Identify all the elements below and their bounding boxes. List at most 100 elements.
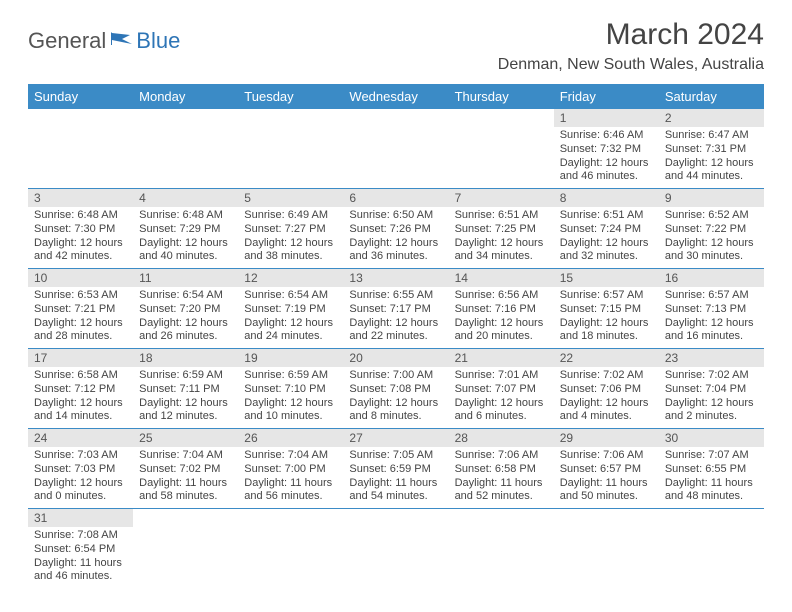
day-detail: Sunrise: 6:48 AMSunset: 7:29 PMDaylight:… (133, 207, 238, 268)
weekday-header: Saturday (659, 84, 764, 109)
calendar-day-cell: 9Sunrise: 6:52 AMSunset: 7:22 PMDaylight… (659, 189, 764, 269)
calendar-day-cell: 14Sunrise: 6:56 AMSunset: 7:16 PMDayligh… (449, 269, 554, 349)
day-number: 6 (343, 189, 448, 207)
day-detail: Sunrise: 6:51 AMSunset: 7:24 PMDaylight:… (554, 207, 659, 268)
weekday-header: Thursday (449, 84, 554, 109)
day-number: 10 (28, 269, 133, 287)
day-detail: Sunrise: 6:48 AMSunset: 7:30 PMDaylight:… (28, 207, 133, 268)
day-detail: Sunrise: 7:05 AMSunset: 6:59 PMDaylight:… (343, 447, 448, 508)
weekday-header: Wednesday (343, 84, 448, 109)
weekday-header: Friday (554, 84, 659, 109)
calendar-day-cell: 11Sunrise: 6:54 AMSunset: 7:20 PMDayligh… (133, 269, 238, 349)
day-number: 15 (554, 269, 659, 287)
day-number: 25 (133, 429, 238, 447)
day-detail: Sunrise: 6:50 AMSunset: 7:26 PMDaylight:… (343, 207, 448, 268)
calendar-day-cell: 27Sunrise: 7:05 AMSunset: 6:59 PMDayligh… (343, 429, 448, 509)
calendar-week-row: 3Sunrise: 6:48 AMSunset: 7:30 PMDaylight… (28, 189, 764, 269)
calendar-week-row: 17Sunrise: 6:58 AMSunset: 7:12 PMDayligh… (28, 349, 764, 429)
day-number: 29 (554, 429, 659, 447)
day-detail: Sunrise: 6:53 AMSunset: 7:21 PMDaylight:… (28, 287, 133, 348)
title-block: March 2024 Denman, New South Wales, Aust… (498, 18, 764, 74)
day-detail: Sunrise: 7:08 AMSunset: 6:54 PMDaylight:… (28, 527, 133, 588)
day-detail: Sunrise: 6:59 AMSunset: 7:11 PMDaylight:… (133, 367, 238, 428)
calendar-day-cell: 23Sunrise: 7:02 AMSunset: 7:04 PMDayligh… (659, 349, 764, 429)
calendar-day-cell: 7Sunrise: 6:51 AMSunset: 7:25 PMDaylight… (449, 189, 554, 269)
day-number: 1 (554, 109, 659, 127)
day-detail: Sunrise: 6:57 AMSunset: 7:13 PMDaylight:… (659, 287, 764, 348)
day-detail: Sunrise: 7:06 AMSunset: 6:57 PMDaylight:… (554, 447, 659, 508)
calendar-day-cell (449, 509, 554, 589)
day-detail: Sunrise: 6:56 AMSunset: 7:16 PMDaylight:… (449, 287, 554, 348)
day-detail: Sunrise: 6:51 AMSunset: 7:25 PMDaylight:… (449, 207, 554, 268)
calendar-day-cell: 1Sunrise: 6:46 AMSunset: 7:32 PMDaylight… (554, 109, 659, 189)
calendar-day-cell: 18Sunrise: 6:59 AMSunset: 7:11 PMDayligh… (133, 349, 238, 429)
day-detail: Sunrise: 6:52 AMSunset: 7:22 PMDaylight:… (659, 207, 764, 268)
calendar-day-cell (449, 109, 554, 189)
weekday-header-row: SundayMondayTuesdayWednesdayThursdayFrid… (28, 84, 764, 109)
day-detail: Sunrise: 6:54 AMSunset: 7:20 PMDaylight:… (133, 287, 238, 348)
day-number: 2 (659, 109, 764, 127)
day-detail: Sunrise: 6:49 AMSunset: 7:27 PMDaylight:… (238, 207, 343, 268)
calendar-day-cell: 17Sunrise: 6:58 AMSunset: 7:12 PMDayligh… (28, 349, 133, 429)
calendar-day-cell: 22Sunrise: 7:02 AMSunset: 7:06 PMDayligh… (554, 349, 659, 429)
day-detail: Sunrise: 6:46 AMSunset: 7:32 PMDaylight:… (554, 127, 659, 188)
day-number: 12 (238, 269, 343, 287)
day-detail: Sunrise: 6:55 AMSunset: 7:17 PMDaylight:… (343, 287, 448, 348)
day-number: 3 (28, 189, 133, 207)
day-detail: Sunrise: 6:58 AMSunset: 7:12 PMDaylight:… (28, 367, 133, 428)
calendar-day-cell: 31Sunrise: 7:08 AMSunset: 6:54 PMDayligh… (28, 509, 133, 589)
day-number: 19 (238, 349, 343, 367)
day-number: 7 (449, 189, 554, 207)
calendar-day-cell: 24Sunrise: 7:03 AMSunset: 7:03 PMDayligh… (28, 429, 133, 509)
day-number: 8 (554, 189, 659, 207)
day-detail: Sunrise: 7:01 AMSunset: 7:07 PMDaylight:… (449, 367, 554, 428)
calendar-week-row: 31Sunrise: 7:08 AMSunset: 6:54 PMDayligh… (28, 509, 764, 589)
day-number: 9 (659, 189, 764, 207)
calendar-day-cell (133, 509, 238, 589)
day-detail: Sunrise: 6:59 AMSunset: 7:10 PMDaylight:… (238, 367, 343, 428)
calendar-day-cell: 29Sunrise: 7:06 AMSunset: 6:57 PMDayligh… (554, 429, 659, 509)
day-detail: Sunrise: 7:02 AMSunset: 7:06 PMDaylight:… (554, 367, 659, 428)
calendar-week-row: 24Sunrise: 7:03 AMSunset: 7:03 PMDayligh… (28, 429, 764, 509)
calendar-week-row: 1Sunrise: 6:46 AMSunset: 7:32 PMDaylight… (28, 109, 764, 189)
location-subtitle: Denman, New South Wales, Australia (498, 56, 764, 74)
weekday-header: Tuesday (238, 84, 343, 109)
calendar-day-cell: 30Sunrise: 7:07 AMSunset: 6:55 PMDayligh… (659, 429, 764, 509)
day-number: 16 (659, 269, 764, 287)
calendar-day-cell: 8Sunrise: 6:51 AMSunset: 7:24 PMDaylight… (554, 189, 659, 269)
calendar-day-cell: 12Sunrise: 6:54 AMSunset: 7:19 PMDayligh… (238, 269, 343, 349)
day-number: 23 (659, 349, 764, 367)
day-number: 24 (28, 429, 133, 447)
page-title: March 2024 (498, 18, 764, 52)
day-number: 13 (343, 269, 448, 287)
calendar-day-cell: 2Sunrise: 6:47 AMSunset: 7:31 PMDaylight… (659, 109, 764, 189)
day-detail: Sunrise: 7:06 AMSunset: 6:58 PMDaylight:… (449, 447, 554, 508)
day-detail: Sunrise: 7:00 AMSunset: 7:08 PMDaylight:… (343, 367, 448, 428)
calendar-day-cell: 5Sunrise: 6:49 AMSunset: 7:27 PMDaylight… (238, 189, 343, 269)
calendar-day-cell: 6Sunrise: 6:50 AMSunset: 7:26 PMDaylight… (343, 189, 448, 269)
calendar-day-cell (343, 109, 448, 189)
day-number: 20 (343, 349, 448, 367)
calendar-day-cell: 16Sunrise: 6:57 AMSunset: 7:13 PMDayligh… (659, 269, 764, 349)
calendar-day-cell (659, 509, 764, 589)
day-number: 22 (554, 349, 659, 367)
day-detail: Sunrise: 7:02 AMSunset: 7:04 PMDaylight:… (659, 367, 764, 428)
day-detail: Sunrise: 7:04 AMSunset: 7:00 PMDaylight:… (238, 447, 343, 508)
header: General Blue March 2024 Denman, New Sout… (28, 18, 764, 74)
calendar-day-cell: 26Sunrise: 7:04 AMSunset: 7:00 PMDayligh… (238, 429, 343, 509)
day-number: 27 (343, 429, 448, 447)
day-detail: Sunrise: 6:57 AMSunset: 7:15 PMDaylight:… (554, 287, 659, 348)
calendar-day-cell (238, 109, 343, 189)
calendar-day-cell: 13Sunrise: 6:55 AMSunset: 7:17 PMDayligh… (343, 269, 448, 349)
day-detail: Sunrise: 7:03 AMSunset: 7:03 PMDaylight:… (28, 447, 133, 508)
brand-part1: General (28, 28, 106, 54)
calendar-day-cell: 25Sunrise: 7:04 AMSunset: 7:02 PMDayligh… (133, 429, 238, 509)
day-number: 14 (449, 269, 554, 287)
calendar-day-cell (238, 509, 343, 589)
calendar-day-cell: 20Sunrise: 7:00 AMSunset: 7:08 PMDayligh… (343, 349, 448, 429)
calendar-day-cell: 10Sunrise: 6:53 AMSunset: 7:21 PMDayligh… (28, 269, 133, 349)
day-number: 5 (238, 189, 343, 207)
day-number: 28 (449, 429, 554, 447)
calendar-day-cell (554, 509, 659, 589)
calendar-day-cell (133, 109, 238, 189)
